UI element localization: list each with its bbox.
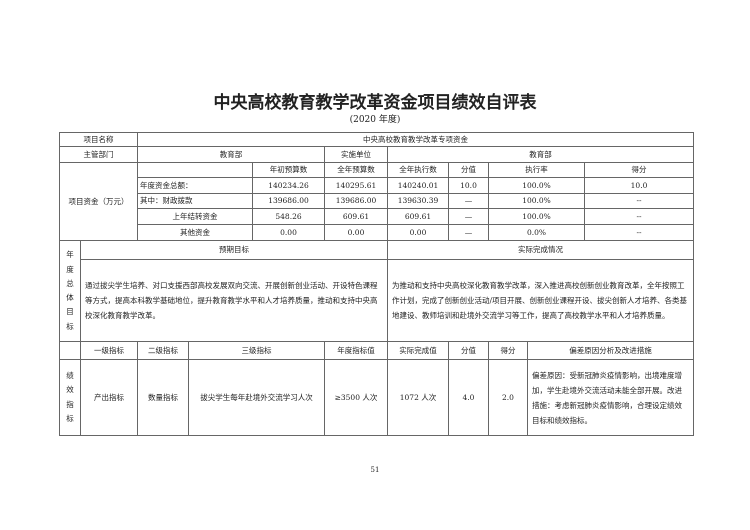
funds-cell: 100.0% xyxy=(488,193,585,209)
funds-cell: 140295.61 xyxy=(324,177,388,194)
funds-row: 年度资金总额： 140234.26 140295.61 140240.01 10… xyxy=(60,177,695,194)
page-subtitle: (2020 年度) xyxy=(349,115,401,125)
dept-value: 教育部 xyxy=(137,146,325,163)
funds-header-blank xyxy=(137,162,253,178)
actual-result-label: 实际完成情况 xyxy=(386,240,695,260)
funds-cell: 139686.00 xyxy=(324,193,388,209)
project-name-label: 项目名称 xyxy=(59,132,138,147)
dept-row: 主管部门 教育部 实施单位 教育部 xyxy=(59,146,695,163)
indicator-cell: 4.0 xyxy=(448,359,489,436)
indicator-cell: 拔尖学生每年赴境外交流学习人次 xyxy=(188,359,325,436)
funds-header: 全年执行数 xyxy=(387,162,449,178)
indicator-cell: ≥3500 人次 xyxy=(324,359,388,436)
indicator-cell: 2.0 xyxy=(488,359,528,436)
funds-row: 上年结转资金 548.26 609.61 609.61 — 100.0% -- xyxy=(60,208,695,225)
funds-cell: 100.0% xyxy=(488,208,585,225)
funds-header: 执行率 xyxy=(488,162,585,178)
project-name-value: 中央高校教育教学改革专项资金 xyxy=(136,132,695,147)
funds-cell: 10.0 xyxy=(583,177,695,194)
indicator-header-row: 一级指标 二级指标 三级指标 年度指标值 实际完成值 分值 得分 偏差原因分析及… xyxy=(59,341,695,360)
impl-label: 实施单位 xyxy=(324,146,388,163)
indicator-cell: 产出指标 xyxy=(80,359,138,436)
funds-header: 全年预算数 xyxy=(324,162,388,178)
funds-cell: — xyxy=(448,193,489,209)
indicator-row: 绩效指标 产出指标 数量指标 拔尖学生每年赴境外交流学习人次 ≥3500 人次 … xyxy=(59,359,695,436)
page-title: 中央高校教育教学改革资金项目绩效自评表 xyxy=(213,93,537,113)
deviation-note: 偏差原因：受新冠肺炎疫情影响，出境难度增加，学生赴境外交流活动未能全部开展。改进… xyxy=(526,359,695,436)
actual-result-text: 为推动和支持中央高校深化教育教学改革，深入推进高校创新创业教育改革，全年按照工作… xyxy=(386,259,695,342)
funds-cell: — xyxy=(448,224,489,241)
funds-header: 分值 xyxy=(448,162,489,178)
funds-cell: -- xyxy=(583,224,695,241)
funds-cell: 139630.39 xyxy=(387,193,449,209)
funds-cell: 0.00 xyxy=(252,224,325,241)
funds-cell: 140234.26 xyxy=(252,177,325,194)
funds-cell: -- xyxy=(583,193,695,209)
funds-row-name: 其中：财政拨款 xyxy=(137,193,253,209)
goals-header-row: 年度总体目标 预期目标 实际完成情况 xyxy=(59,240,695,342)
indicator-header: 偏差原因分析及改进措施 xyxy=(526,341,695,360)
indicator-header: 年度指标值 xyxy=(324,341,388,360)
indicator-header: 三级指标 xyxy=(188,341,325,360)
funds-row: 其他资金 0.00 0.00 0.00 — 0.0% -- xyxy=(60,224,695,241)
funds-header: 年初预算数 xyxy=(252,162,325,178)
indicator-header: 一级指标 xyxy=(80,341,138,360)
funds-cell: 100.0% xyxy=(488,177,585,194)
indicator-header: 二级指标 xyxy=(137,341,189,360)
indicator-header: 得分 xyxy=(488,341,528,360)
funds-cell: — xyxy=(448,208,489,225)
funds-row-name: 年度资金总额： xyxy=(137,177,253,194)
indicator-header: 分值 xyxy=(448,341,489,360)
performance-table: 项目名称 中央高校教育教学改革专项资金 主管部门 教育部 实施单位 教育部 项目… xyxy=(59,132,695,436)
funds-cell: 139686.00 xyxy=(252,193,325,209)
funds-cell: 0.00 xyxy=(324,224,388,241)
funds-cell: 609.61 xyxy=(387,208,449,225)
funds-header: 得分 xyxy=(583,162,695,178)
funds-cell: 609.61 xyxy=(324,208,388,225)
funds-header-row: 项目资金（万元） 年初预算数 全年预算数 全年执行数 分值 执行率 得分 xyxy=(59,162,695,241)
funds-cell: 0.0% xyxy=(488,224,585,241)
funds-cell: 0.00 xyxy=(387,224,449,241)
funds-cell: 140240.01 xyxy=(387,177,449,194)
expected-goal-text: 通过拔尖学生培养、对口支援西部高校发展双向交流、开展创新创业活动、开设特色课程等… xyxy=(80,259,388,342)
page-number: 51 xyxy=(370,466,380,474)
indicators-label: 绩效指标 xyxy=(59,359,81,436)
goals-label: 年度总体目标 xyxy=(59,240,81,342)
dept-label: 主管部门 xyxy=(59,146,138,163)
funds-row-name: 上年结转资金 xyxy=(137,208,253,225)
indicator-cell: 数量指标 xyxy=(137,359,189,436)
funds-row-name: 其他资金 xyxy=(137,224,253,241)
indicator-header: 实际完成值 xyxy=(387,341,449,360)
funds-cell: 548.26 xyxy=(252,208,325,225)
funds-cell: -- xyxy=(583,208,695,225)
funds-cell: 10.0 xyxy=(448,177,489,194)
indicator-header-blank xyxy=(59,341,81,360)
indicator-cell: 1072 人次 xyxy=(387,359,449,436)
funds-row: 其中：财政拨款 139686.00 139686.00 139630.39 — … xyxy=(60,193,695,209)
impl-value: 教育部 xyxy=(386,146,695,163)
expected-goal-label: 预期目标 xyxy=(80,240,388,260)
goals-text-row: 通过拔尖学生培养、对口支援西部高校发展双向交流、开展创新创业活动、开设特色课程等… xyxy=(60,259,695,342)
funds-label: 项目资金（万元） xyxy=(59,162,138,241)
project-name-row: 项目名称 中央高校教育教学改革专项资金 xyxy=(59,132,695,147)
